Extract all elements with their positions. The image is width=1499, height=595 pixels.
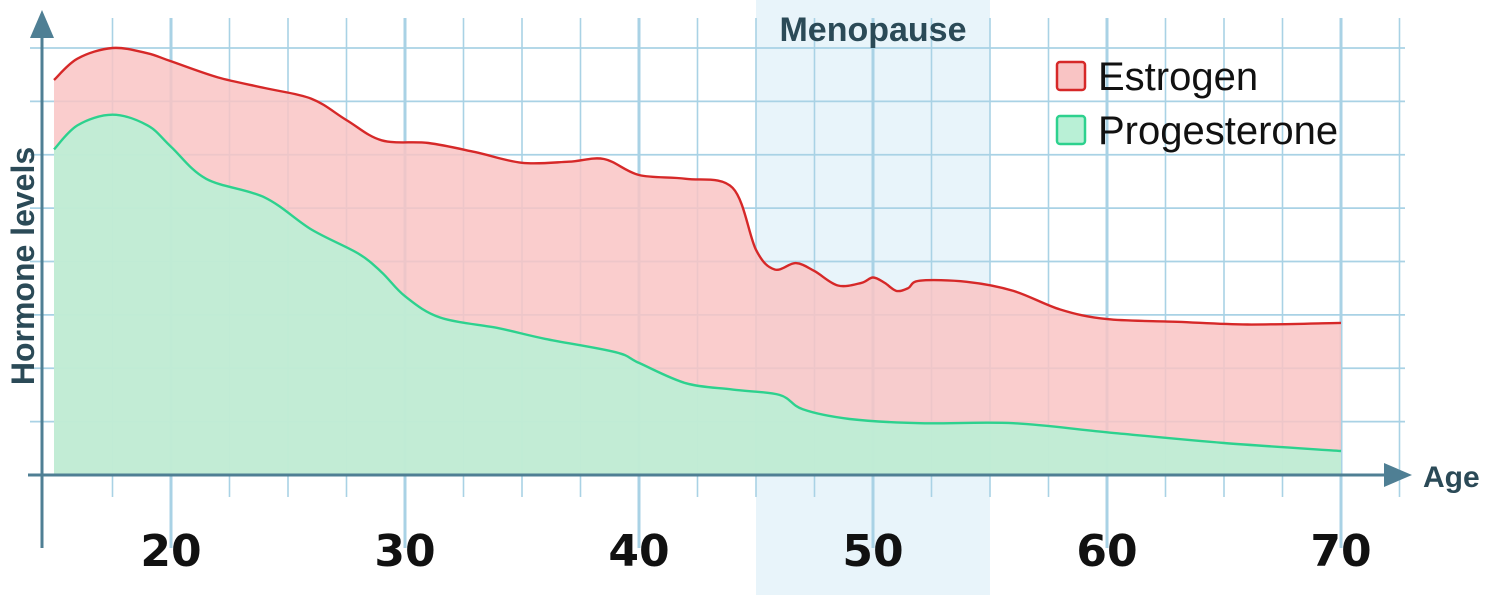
x-axis-label: Age [1423,461,1480,494]
x-tick-label: 60 [1076,526,1137,577]
axes [28,10,1412,548]
series-areas [53,46,1342,475]
progesterone-area [54,114,1341,475]
x-tick-labels: 20 30 40 50 60 70 [140,526,1371,577]
y-axis-arrow-icon [30,10,54,38]
x-axis-arrow-icon [1384,463,1412,487]
y-axis-label: Hormone levels [5,147,41,385]
progesterone-line [53,113,1342,453]
x-tick-label: 50 [842,526,903,577]
legend-swatch-estrogen [1055,60,1087,92]
estrogen-line [53,46,1342,326]
legend-swatch-progesterone [1055,114,1087,146]
x-tick-label: 30 [374,526,435,577]
legend: Estrogen Progesterone [1055,55,1338,153]
legend-label-estrogen: Estrogen [1098,55,1258,99]
x-tick-label: 70 [1310,526,1371,577]
legend-label-progesterone: Progesterone [1098,109,1338,153]
x-tick-label: 20 [140,526,201,577]
menopause-label: Menopause [779,11,966,49]
x-tick-label: 40 [608,526,669,577]
